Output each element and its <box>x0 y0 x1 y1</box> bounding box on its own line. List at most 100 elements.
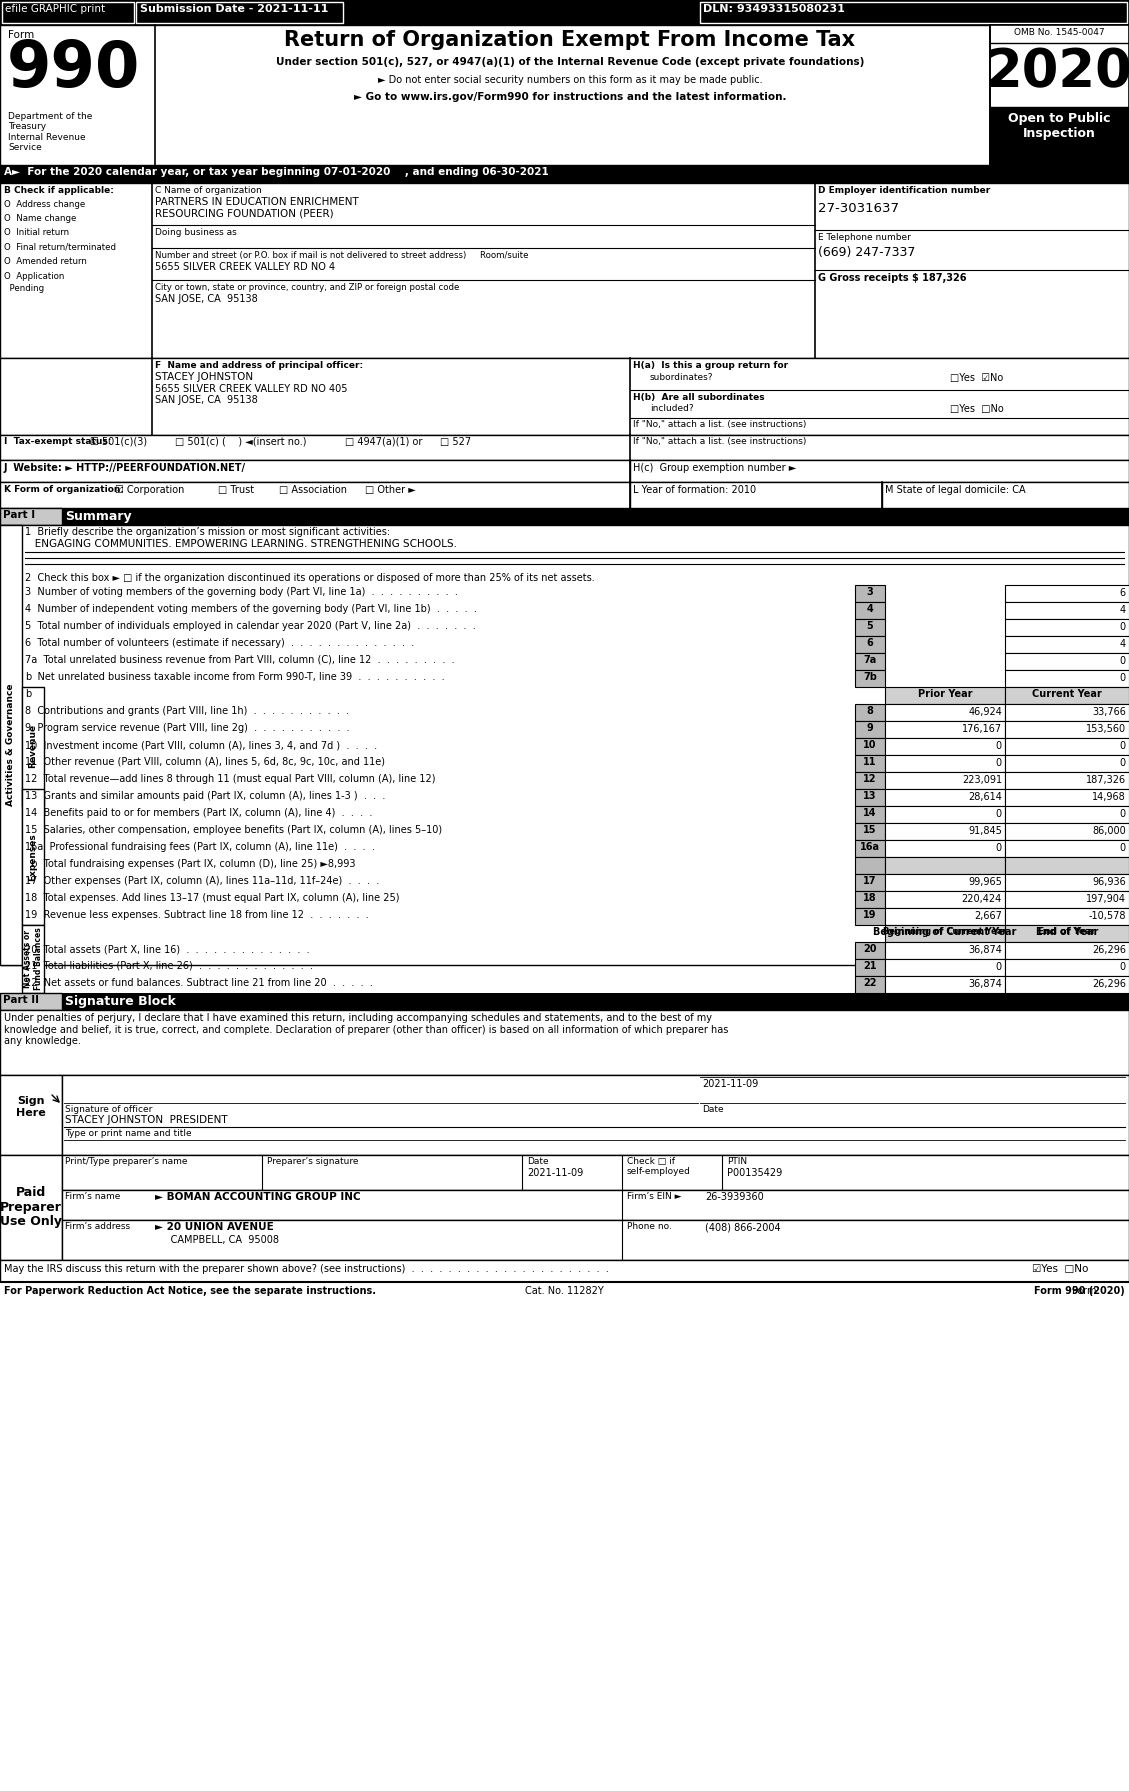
Text: PARTNERS IN EDUCATION ENRICHMENT
RESOURCING FOUNDATION (PEER): PARTNERS IN EDUCATION ENRICHMENT RESOURC… <box>155 197 359 219</box>
Bar <box>21 688 44 806</box>
Text: Return of Organization Exempt From Income Tax: Return of Organization Exempt From Incom… <box>285 30 856 50</box>
Text: J  Website: ► HTTP://PEERFOUNDATION.NET/: J Website: ► HTTP://PEERFOUNDATION.NET/ <box>5 464 246 473</box>
Text: I  Tax-exempt status:: I Tax-exempt status: <box>5 437 112 446</box>
Text: A►  For the 2020 calendar year, or tax year beginning 07-01-2020    , and ending: A► For the 2020 calendar year, or tax ye… <box>5 167 549 177</box>
Text: 36,874: 36,874 <box>969 980 1003 989</box>
Text: Paid
Preparer
Use Only: Paid Preparer Use Only <box>0 1186 62 1229</box>
Text: 7a  Total unrelated business revenue from Part VIII, column (C), line 12  .  .  : 7a Total unrelated business revenue from… <box>25 656 455 664</box>
Text: 8  Contributions and grants (Part VIII, line 1h)  .  .  .  .  .  .  .  .  .  .  : 8 Contributions and grants (Part VIII, l… <box>25 706 349 716</box>
Text: □Yes  ☑No: □Yes ☑No <box>949 373 1004 383</box>
Text: (408) 866-2004: (408) 866-2004 <box>704 1221 780 1232</box>
Text: 4: 4 <box>1120 639 1126 648</box>
Text: 27-3031637: 27-3031637 <box>819 202 899 215</box>
Text: 0: 0 <box>996 962 1003 973</box>
Text: □ 501(c) (    ) ◄(insert no.): □ 501(c) ( ) ◄(insert no.) <box>175 437 306 448</box>
Bar <box>0 992 1129 1010</box>
Bar <box>885 890 1005 908</box>
Text: O  Final return/terminated: O Final return/terminated <box>5 242 116 251</box>
Text: SAN JOSE, CA  95138: SAN JOSE, CA 95138 <box>155 294 257 304</box>
Text: 3: 3 <box>867 587 874 596</box>
Text: Expenses: Expenses <box>28 833 37 881</box>
Bar <box>855 704 885 722</box>
Bar <box>885 858 1005 874</box>
Text: 6  Total number of volunteers (estimate if necessary)  .  .  .  .  .  .  .  .  .: 6 Total number of volunteers (estimate i… <box>25 638 414 648</box>
Text: Under section 501(c), 527, or 4947(a)(1) of the Internal Revenue Code (except pr: Under section 501(c), 527, or 4947(a)(1)… <box>275 57 864 66</box>
Text: H(a)  Is this a group return for: H(a) Is this a group return for <box>633 362 788 371</box>
Text: Submission Date - 2021-11-11: Submission Date - 2021-11-11 <box>140 4 329 14</box>
Bar <box>1005 958 1129 976</box>
Bar <box>1005 942 1129 958</box>
Bar <box>1005 790 1129 806</box>
Text: 12  Total revenue—add lines 8 through 11 (must equal Part VIII, column (A), line: 12 Total revenue—add lines 8 through 11 … <box>25 774 436 784</box>
Text: L Year of formation: 2010: L Year of formation: 2010 <box>633 485 756 494</box>
Bar <box>0 992 62 1010</box>
Bar <box>1005 704 1129 722</box>
Text: Department of the
Treasury
Internal Revenue
Service: Department of the Treasury Internal Reve… <box>8 113 93 152</box>
Bar <box>855 908 885 924</box>
Text: Beginning of Current Year: Beginning of Current Year <box>883 928 1007 937</box>
Text: ☑ Corporation: ☑ Corporation <box>115 485 184 494</box>
Bar <box>882 482 1129 509</box>
Bar <box>0 509 1129 525</box>
Bar <box>1005 586 1129 602</box>
Text: 3  Number of voting members of the governing body (Part VI, line 1a)  .  .  .  .: 3 Number of voting members of the govern… <box>25 587 458 596</box>
Bar <box>630 460 1129 482</box>
Bar <box>1005 620 1129 636</box>
Text: 0: 0 <box>996 741 1003 750</box>
Text: Preparer’s signature: Preparer’s signature <box>266 1157 359 1166</box>
Text: Print/Type preparer’s name: Print/Type preparer’s name <box>65 1157 187 1166</box>
Text: May the IRS discuss this return with the preparer shown above? (see instructions: May the IRS discuss this return with the… <box>5 1264 609 1273</box>
Text: Date: Date <box>527 1157 549 1166</box>
Text: □Yes  □No: □Yes □No <box>949 405 1004 414</box>
Text: 16a: 16a <box>860 842 879 853</box>
Text: 17  Other expenses (Part IX, column (A), lines 11a–11d, 11f–24e)  .  .  .  .: 17 Other expenses (Part IX, column (A), … <box>25 876 379 887</box>
Text: 14: 14 <box>864 808 877 818</box>
Text: □ Other ►: □ Other ► <box>365 485 415 494</box>
Bar <box>1005 824 1129 840</box>
Text: 187,326: 187,326 <box>1086 776 1126 784</box>
Text: D Employer identification number: D Employer identification number <box>819 186 990 195</box>
Text: Date: Date <box>702 1105 724 1114</box>
Bar <box>62 1075 1129 1155</box>
Text: □ Trust: □ Trust <box>218 485 254 494</box>
Text: Type or print name and title: Type or print name and title <box>65 1128 192 1137</box>
Bar <box>0 183 1129 358</box>
Bar <box>0 165 1129 183</box>
Bar <box>0 525 21 965</box>
Bar <box>2 2 134 23</box>
Text: 2020: 2020 <box>986 47 1129 99</box>
Bar <box>885 704 1005 722</box>
Text: 20  Total assets (Part X, line 16)  .  .  .  .  .  .  .  .  .  .  .  .  .  .: 20 Total assets (Part X, line 16) . . . … <box>25 944 309 955</box>
Text: Current Year: Current Year <box>1032 690 1102 698</box>
Text: PTIN: PTIN <box>727 1157 747 1166</box>
Text: 15: 15 <box>864 826 877 835</box>
Text: 13: 13 <box>864 792 877 801</box>
Text: City or town, state or province, country, and ZIP or foreign postal code: City or town, state or province, country… <box>155 283 460 292</box>
Text: P00135429: P00135429 <box>727 1168 782 1178</box>
Bar <box>1005 772 1129 790</box>
Bar <box>21 924 44 992</box>
Text: 26-3939360: 26-3939360 <box>704 1193 763 1202</box>
Text: Revenue: Revenue <box>28 724 37 768</box>
Bar <box>1005 722 1129 738</box>
Bar <box>885 908 1005 924</box>
Text: STACEY JOHNSTON: STACEY JOHNSTON <box>155 373 253 381</box>
Text: 7b: 7b <box>863 672 877 682</box>
Text: 0: 0 <box>1120 741 1126 750</box>
Bar <box>1005 602 1129 620</box>
Bar <box>885 976 1005 992</box>
Bar <box>885 840 1005 858</box>
Bar <box>990 25 1129 165</box>
Text: 16a  Professional fundraising fees (Part IX, column (A), line 11e)  .  .  .  .: 16a Professional fundraising fees (Part … <box>25 842 375 853</box>
Text: 28,614: 28,614 <box>969 792 1003 802</box>
Text: 14,968: 14,968 <box>1092 792 1126 802</box>
Bar <box>0 1261 1129 1282</box>
Text: 6: 6 <box>867 638 874 648</box>
Bar <box>0 525 1129 965</box>
Text: efile GRAPHIC print: efile GRAPHIC print <box>5 4 105 14</box>
Bar <box>0 1282 1129 1304</box>
Text: 18: 18 <box>864 894 877 903</box>
Text: Summary: Summary <box>65 510 132 523</box>
Bar <box>1005 670 1129 688</box>
Bar <box>855 756 885 772</box>
